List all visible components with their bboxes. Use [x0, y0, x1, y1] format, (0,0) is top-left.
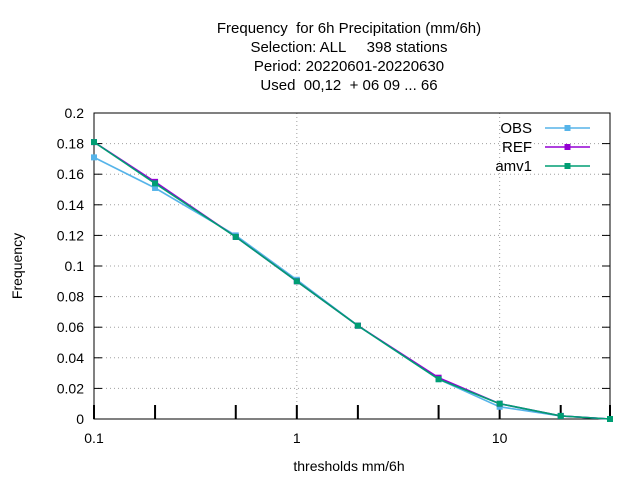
data-point — [496, 403, 503, 410]
data-point — [91, 139, 97, 146]
data-point — [152, 180, 159, 187]
data-point — [152, 184, 159, 191]
series-ref — [91, 139, 613, 422]
plot-frame — [93, 112, 611, 420]
y-tick-label: 0.14 — [57, 197, 84, 213]
series-line — [93, 156, 611, 420]
y-axis-label: Frequency — [9, 233, 25, 299]
series-line — [93, 141, 611, 420]
data-point — [232, 233, 239, 240]
title-line: Frequency for 6h Precipitation (mm/6h) — [217, 20, 481, 37]
x-tick-label: 0.1 — [84, 430, 104, 446]
x-tick-label: 1 — [293, 430, 301, 446]
series — [91, 139, 613, 422]
y-tick-label: 0.08 — [57, 289, 84, 305]
y-axis: 0 0.02 0.04 0.06 0.08 0.1 0.12 0.14 0.16 0.18 0.2 — [57, 105, 610, 427]
y-tick-label: 0.18 — [57, 136, 84, 152]
title-line: Period: 20220601-20220630 — [254, 58, 444, 75]
y-tick-label: 0.1 — [65, 258, 85, 274]
title-line: Used 00,12 + 06 09 ... 66 — [260, 77, 437, 94]
data-point — [496, 400, 503, 407]
y-tick-label: 0.16 — [57, 166, 84, 182]
y-tick-label: 0 — [76, 411, 84, 427]
legend-item: REF — [502, 139, 590, 156]
legend-marker — [564, 144, 571, 150]
legend-marker — [564, 125, 571, 131]
title-line: Selection: ALL 398 stations — [250, 39, 447, 56]
legend-item: OBS — [500, 120, 590, 137]
x-axis: 0.1 1 10 — [84, 405, 508, 446]
legend-item: amv1 — [495, 158, 590, 175]
data-point — [354, 322, 361, 329]
y-tick-label: 0.02 — [57, 380, 84, 396]
grid — [94, 113, 610, 419]
legend-label: amv1 — [495, 158, 532, 175]
y-tick-label: 0.04 — [57, 350, 84, 366]
data-point — [557, 412, 564, 419]
series-obs — [91, 154, 613, 422]
legend-label: REF — [502, 139, 532, 156]
series-line — [93, 141, 611, 420]
series-amv1 — [91, 139, 613, 422]
x-axis-label: thresholds mm/6h — [293, 458, 404, 474]
y-tick-label: 0.12 — [57, 227, 84, 243]
data-point — [435, 376, 442, 383]
y-tick-label: 0.06 — [57, 319, 84, 335]
data-point — [91, 154, 97, 161]
legend-label: OBS — [500, 120, 532, 137]
chart-title: Frequency for 6h Precipitation (mm/6h) Se… — [217, 20, 481, 94]
legend: OBS REF amv1 — [495, 120, 590, 175]
data-point — [293, 278, 300, 285]
y-tick-label: 0.2 — [65, 105, 85, 121]
x-tick-label: 10 — [492, 430, 508, 446]
legend-marker — [564, 163, 571, 169]
data-point — [607, 416, 613, 422]
